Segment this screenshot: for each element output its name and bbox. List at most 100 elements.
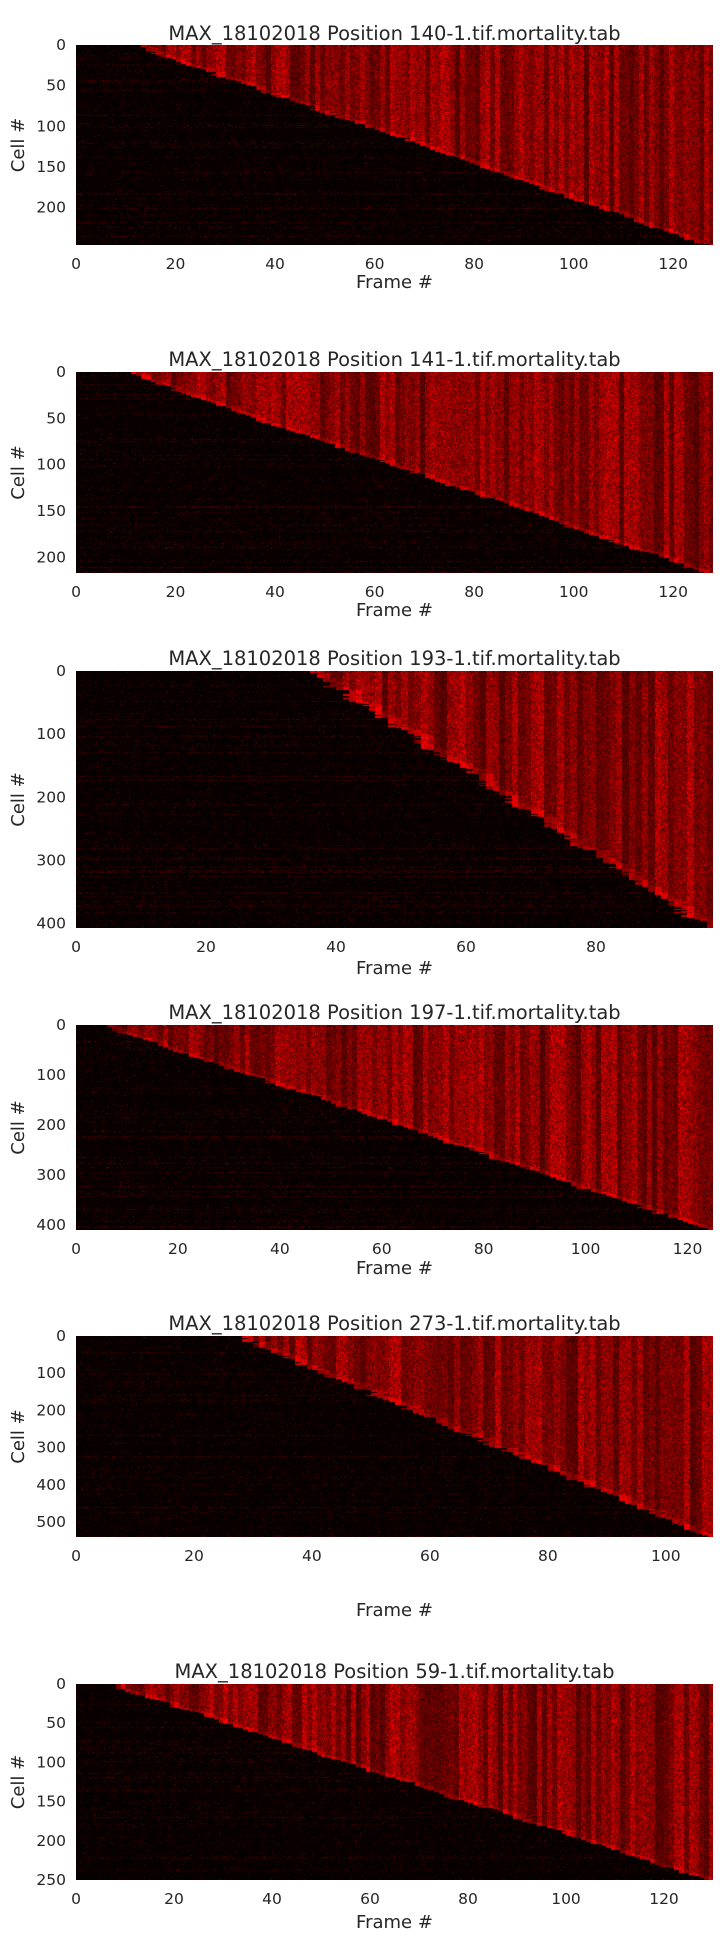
y-tick-label: 500: [36, 1513, 66, 1531]
y-tick-label: 50: [46, 77, 66, 95]
y-tick-label: 0: [56, 662, 66, 680]
x-tick-label: 40: [302, 1547, 322, 1565]
heatmap-image: [76, 1336, 713, 1537]
x-tick-label: 80: [586, 938, 606, 956]
chart-title: MAX_18102018 Position 273-1.tif.mortalit…: [168, 1312, 620, 1335]
y-tick-label: 200: [36, 1832, 66, 1850]
x-tick-label: 80: [464, 583, 484, 601]
y-tick-label: 100: [36, 456, 66, 474]
y-tick-label: 100: [36, 1066, 66, 1084]
y-tick-label: 150: [36, 1793, 66, 1811]
x-tick-label: 20: [196, 938, 216, 956]
x-tick-label: 20: [166, 255, 186, 273]
y-tick-label: 0: [56, 1016, 66, 1034]
x-tick-label: 100: [651, 1547, 681, 1565]
y-tick-label: 150: [36, 502, 66, 520]
x-tick-label: 80: [474, 1240, 494, 1258]
y-tick-label: 0: [56, 363, 66, 381]
y-tick-label: 100: [36, 117, 66, 135]
y-axis-label: Cell #: [8, 1100, 29, 1154]
y-axis-label: Cell #: [8, 1409, 29, 1463]
x-tick-label: 60: [360, 1890, 380, 1908]
heatmap-image: [76, 671, 713, 928]
y-tick-label: 400: [36, 1216, 66, 1234]
x-tick-label: 80: [458, 1890, 478, 1908]
x-axis-label: Frame #: [356, 1258, 433, 1279]
x-tick-label: 100: [559, 255, 589, 273]
heatmap-panel: MAX_18102018 Position 193-1.tif.mortalit…: [8, 647, 713, 979]
y-tick-label: 50: [46, 409, 66, 427]
y-axis-label: Cell #: [8, 772, 29, 826]
y-tick-label: 200: [36, 1116, 66, 1134]
chart-title: MAX_18102018 Position 141-1.tif.mortalit…: [168, 348, 620, 371]
x-tick-label: 0: [71, 938, 81, 956]
y-tick-label: 0: [56, 1675, 66, 1693]
x-tick-label: 60: [456, 938, 476, 956]
x-axis-label: Frame #: [356, 1600, 433, 1621]
heatmap-image: [76, 372, 713, 573]
y-tick-label: 150: [36, 158, 66, 176]
x-tick-label: 0: [71, 583, 81, 601]
x-tick-label: 0: [71, 1890, 81, 1908]
chart-title: MAX_18102018 Position 193-1.tif.mortalit…: [168, 647, 620, 670]
y-tick-label: 50: [46, 1714, 66, 1732]
x-tick-label: 100: [551, 1890, 581, 1908]
y-tick-label: 200: [36, 1401, 66, 1419]
x-tick-label: 40: [265, 255, 285, 273]
heatmap-panel: MAX_18102018 Position 197-1.tif.mortalit…: [8, 1001, 713, 1279]
y-tick-label: 400: [36, 1476, 66, 1494]
x-tick-label: 60: [372, 1240, 392, 1258]
y-tick-label: 0: [56, 36, 66, 54]
x-axis-label: Frame #: [356, 600, 433, 621]
x-tick-label: 80: [464, 255, 484, 273]
x-tick-label: 20: [166, 583, 186, 601]
x-axis-label: Frame #: [356, 272, 433, 293]
heatmap-panel: MAX_18102018 Position 273-1.tif.mortalit…: [8, 1312, 713, 1621]
y-tick-label: 200: [36, 548, 66, 566]
x-tick-label: 120: [673, 1240, 703, 1258]
heatmap-panel: MAX_18102018 Position 59-1.tif.mortality…: [8, 1660, 713, 1933]
x-tick-label: 40: [262, 1890, 282, 1908]
x-tick-label: 120: [658, 583, 688, 601]
y-axis-label: Cell #: [8, 118, 29, 172]
heatmap-image: [76, 1025, 713, 1230]
x-tick-label: 0: [71, 255, 81, 273]
x-tick-label: 20: [164, 1890, 184, 1908]
y-tick-label: 300: [36, 851, 66, 869]
x-tick-label: 40: [326, 938, 346, 956]
x-tick-label: 60: [420, 1547, 440, 1565]
y-tick-label: 300: [36, 1439, 66, 1457]
heatmap-panel: MAX_18102018 Position 140-1.tif.mortalit…: [8, 22, 713, 293]
y-tick-label: 100: [36, 1364, 66, 1382]
y-tick-label: 300: [36, 1166, 66, 1184]
y-tick-label: 250: [36, 1871, 66, 1889]
x-axis-label: Frame #: [356, 958, 433, 979]
x-tick-label: 20: [184, 1547, 204, 1565]
x-tick-label: 120: [658, 255, 688, 273]
heatmap-image: [76, 1684, 713, 1880]
x-tick-label: 20: [168, 1240, 188, 1258]
heatmap-image: [76, 45, 713, 245]
x-axis-label: Frame #: [356, 1912, 433, 1933]
chart-title: MAX_18102018 Position 197-1.tif.mortalit…: [168, 1001, 620, 1024]
x-tick-label: 0: [71, 1547, 81, 1565]
y-axis-label: Cell #: [8, 445, 29, 499]
x-tick-label: 80: [538, 1547, 558, 1565]
y-tick-label: 100: [36, 725, 66, 743]
x-tick-label: 100: [571, 1240, 601, 1258]
chart-title: MAX_18102018 Position 140-1.tif.mortalit…: [168, 22, 620, 45]
chart-title: MAX_18102018 Position 59-1.tif.mortality…: [175, 1660, 615, 1683]
y-tick-label: 0: [56, 1327, 66, 1345]
x-tick-label: 120: [649, 1890, 679, 1908]
heatmap-panel: MAX_18102018 Position 141-1.tif.mortalit…: [8, 348, 713, 621]
y-tick-label: 200: [36, 788, 66, 806]
x-tick-label: 60: [365, 583, 385, 601]
x-tick-label: 40: [270, 1240, 290, 1258]
x-tick-label: 40: [265, 583, 285, 601]
y-tick-label: 100: [36, 1753, 66, 1771]
y-tick-label: 200: [36, 199, 66, 217]
x-tick-label: 100: [559, 583, 589, 601]
y-axis-label: Cell #: [8, 1755, 29, 1809]
x-tick-label: 0: [71, 1240, 81, 1258]
